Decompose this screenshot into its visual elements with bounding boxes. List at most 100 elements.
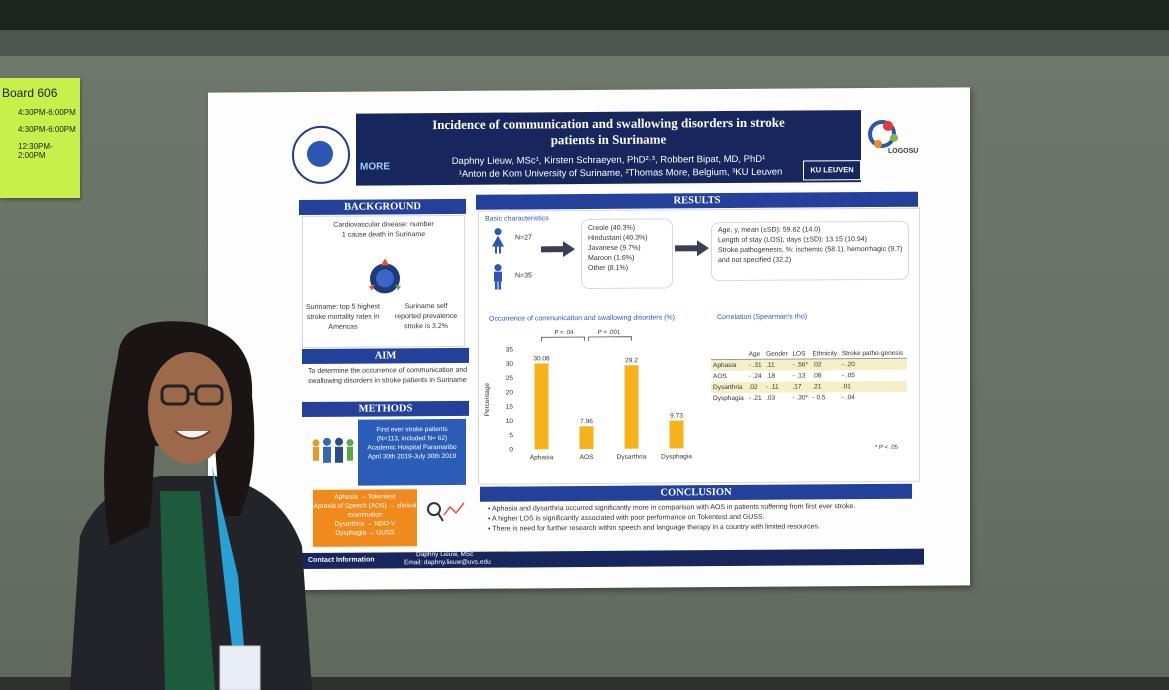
- stat-item: Stroke pathogenesis, %: ischemic (58.1),…: [718, 245, 903, 265]
- board-number: Board 606: [2, 86, 58, 100]
- correlation-cell: .03: [766, 394, 776, 402]
- y-tick-label: 30: [506, 361, 514, 368]
- bar: [579, 426, 594, 450]
- right-arrow-icon: [675, 240, 709, 257]
- conclusion-list: • Aphasia and dysarthria occurred signif…: [488, 502, 918, 535]
- correlation-title: Correlation (Spearman's rho): [717, 313, 808, 322]
- thomas-more-logo: MORE: [360, 161, 390, 173]
- female-icon: [492, 228, 504, 254]
- correlation-cell: Aphasia: [713, 361, 737, 370]
- correlation-cell: .21: [812, 383, 822, 391]
- background-box: Cardiovascular disease: number 1 cause d…: [302, 214, 465, 349]
- logosu-logo: LOGOSU: [868, 118, 928, 178]
- background-heading: BACKGROUND: [299, 198, 466, 216]
- methods-patients-box: First ever stroke patients (N=113, inclu…: [358, 418, 466, 486]
- correlation-cell: .01: [841, 383, 851, 391]
- bar: [624, 365, 639, 449]
- bar: [534, 363, 549, 450]
- y-tick-label: 10: [506, 418, 514, 425]
- bar-value-label: 29.2: [625, 357, 638, 364]
- correlation-cell: .17: [792, 383, 802, 391]
- correlation-header: [711, 349, 747, 360]
- poster-title: Incidence of communication and swallowin…: [356, 114, 861, 150]
- y-tick-label: 15: [506, 404, 514, 411]
- bar-value-label: 9.73: [670, 413, 683, 420]
- correlation-header: Ethnicity: [810, 349, 840, 359]
- conclusion-item: • There is need for further research wit…: [488, 523, 820, 533]
- y-tick-label: 35: [506, 347, 514, 354]
- bar-chart: 0 5 10 15 20 25 30 35 Percentage 30.08 Aphasia 7.96…: [484, 330, 692, 462]
- correlation-cell: - .30*: [792, 394, 808, 402]
- y-tick-label: 20: [506, 389, 514, 396]
- correlation-cell: Dysarthria: [713, 383, 743, 392]
- prevalence-text: Suriname self reported prevalence stroke…: [394, 302, 458, 331]
- seal-emblem: [307, 140, 333, 167]
- correlation-table: Age Gender LOS Ethnicity Stroke patho-genesi…: [711, 348, 907, 404]
- session-time: 4:30PM-6:00PM: [18, 125, 76, 134]
- university-seal-logo: [292, 125, 350, 185]
- contact-details: Daphny Lieuw, MSc Email: daphny.lieuw@uv…: [404, 551, 491, 568]
- title-banner: Incidence of communication and swallowin…: [356, 110, 861, 186]
- correlation-cell: AOS: [713, 373, 727, 381]
- right-arrow-icon: [541, 241, 575, 258]
- correlation-cell: .18: [766, 372, 776, 380]
- test-item: Apraxia of Speech (AOS) → clinical exami…: [313, 502, 417, 519]
- logosu-text: LOGOSU: [888, 147, 919, 155]
- correlation-cell: - .13: [792, 372, 806, 380]
- contact-footer: Contact Information Daphny Lieuw, MSc Em…: [298, 548, 924, 570]
- correlation-cell: - 0.5: [812, 394, 826, 402]
- male-count: N=35: [515, 272, 532, 280]
- ethnicity-item: Maroon (1.6%): [588, 254, 635, 263]
- bar-value-label: 30.08: [533, 355, 550, 362]
- y-axis-label: Percentage: [484, 383, 491, 417]
- stats-box: Age, y, mean (±SD): 59.62 (14.0) Length …: [711, 220, 909, 282]
- presenter-person: [70, 321, 312, 690]
- contact-email: Email: daphny.lieuw@uvs.edu: [404, 558, 491, 567]
- correlation-cell: - .24: [748, 372, 762, 380]
- male-icon: [494, 264, 502, 290]
- significance-label: P = .001: [598, 330, 621, 336]
- correlation-header: Gender: [764, 349, 791, 360]
- correlation-cell: .11: [766, 361, 775, 369]
- correlation-cell: - .04: [841, 394, 855, 402]
- correlation-cell: - .31: [748, 361, 762, 369]
- background-text: Cardiovascular disease: number 1 cause d…: [333, 221, 434, 239]
- affiliations: ¹Anton de Kom University of Suriname, ²T…: [458, 166, 783, 180]
- correlation-cell: .08: [812, 372, 822, 380]
- logosu-mark-icon: [868, 119, 898, 148]
- correlation-grid: Age Gender LOS Ethnicity Stroke patho-genesi…: [711, 348, 907, 404]
- session-time: 4:30PM-6:00PM: [18, 108, 76, 117]
- correlation-cell: .02: [748, 383, 758, 391]
- chart-title: Occurrence of communication and swallowi…: [489, 314, 675, 323]
- patients-group-icon: [312, 437, 354, 463]
- correlation-cell: - .05: [841, 372, 855, 380]
- female-count: N=27: [515, 234, 532, 242]
- methods-line: April 30th 2019-July 30th 2019: [367, 452, 457, 461]
- magnifier-graph-icon: [427, 502, 465, 522]
- correlation-cell: - .11: [766, 383, 779, 391]
- ethnicity-item: Creole (40.3%): [588, 224, 636, 233]
- conclusion-heading: CONCLUSION: [480, 483, 912, 502]
- test-item: Dysphagia → GUSS: [335, 529, 395, 537]
- x-tick-label: Aphasia: [530, 454, 554, 461]
- authors-block: Daphny Lieuw, MSc¹, Kirsten Schraeyen, P…: [356, 152, 861, 182]
- results-box: Basic characteristics N=27 N=35 Creole (…: [478, 207, 920, 485]
- correlation-header: Stroke patho-genesis: [839, 348, 907, 359]
- correlation-cell: .02: [812, 361, 822, 369]
- research-poster: Incidence of communication and swallowin…: [208, 87, 970, 591]
- x-tick-label: Dysarthria: [617, 454, 647, 461]
- ku-leuven-logo: KU LEUVEN: [803, 160, 861, 181]
- significance-label: P = .04: [554, 330, 574, 336]
- correlation-header: LOS: [790, 349, 811, 360]
- correlation-row: Dysphagia - .21 .03 - .30* - 0.5 - .04: [711, 392, 907, 404]
- aim-heading: AIM: [302, 347, 469, 365]
- significance-bracket: [588, 336, 632, 342]
- methods-heading: METHODS: [302, 400, 469, 418]
- ethnicity-item: Other (8.1%): [588, 264, 629, 273]
- correlation-note: * P < .05: [875, 444, 899, 452]
- bar: [669, 420, 684, 449]
- x-tick-label: AOS: [580, 454, 594, 461]
- bar-value-label: 7.96: [580, 418, 593, 425]
- board-number-note: Board 606 4:30PM-6:00PM 4:30PM-6:00PM 12…: [0, 78, 80, 198]
- correlation-cell: - .21: [748, 394, 762, 402]
